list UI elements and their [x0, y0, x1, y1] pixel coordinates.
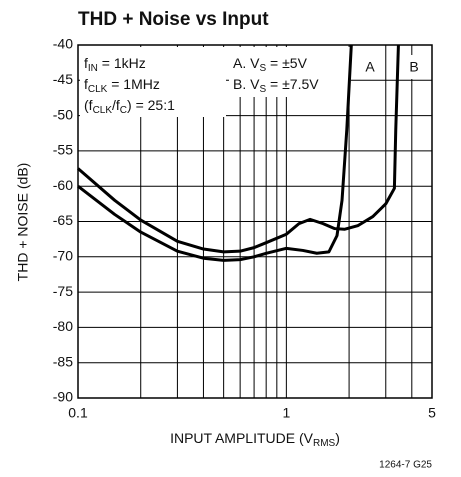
annotation-part: C — [120, 105, 127, 116]
annotation-part: S — [259, 63, 266, 74]
y-tick-label: -85 — [53, 353, 73, 369]
x-tick-label: 0.1 — [68, 405, 88, 421]
y-tick-label: -60 — [53, 177, 73, 193]
y-tick-label: -80 — [53, 318, 73, 334]
line — [77, 44, 400, 254]
y-axis-label: THD + NOISE (dB) — [15, 163, 31, 282]
x-axis-label-part: RMS — [313, 438, 336, 449]
annotation-box — [80, 47, 226, 117]
label-box — [359, 55, 381, 79]
annotation-part: = ±5V — [266, 55, 307, 71]
annotation-box — [229, 47, 351, 97]
annotation-part: = 1kHz — [98, 55, 146, 71]
annotation-part: (f — [84, 97, 93, 113]
plot-frame — [77, 44, 433, 399]
annotation-part: A. V — [233, 55, 260, 71]
annotation-part: /f — [112, 97, 120, 113]
annotation: fCLK = 1MHz — [84, 76, 160, 95]
y-tick-label: -50 — [53, 106, 73, 122]
y-tick-label: -40 — [53, 36, 73, 52]
annotation-part: IN — [88, 63, 98, 74]
annotation-part: f — [84, 55, 88, 71]
y-tick-label: -65 — [53, 212, 73, 228]
annotation-part: B. V — [233, 76, 260, 92]
x-axis-label: INPUT AMPLITUDE (VRMS) — [170, 430, 340, 449]
chart-title: THD + Noise vs Input — [78, 9, 269, 30]
y-tick-label: -90 — [53, 389, 73, 405]
line — [77, 44, 353, 262]
label-box — [403, 55, 425, 79]
y-tick-label: -75 — [53, 283, 73, 299]
annotation-part: = 1MHz — [107, 76, 160, 92]
annotation-part: = ±7.5V — [266, 76, 319, 92]
annotation: A. VS = ±5V — [233, 55, 308, 74]
annotation: fIN = 1kHz — [84, 55, 146, 74]
annotation-part: ) = 25:1 — [127, 97, 175, 113]
x-tick-label: 1 — [282, 405, 290, 421]
series-label: B — [409, 59, 418, 75]
footnote: 1264-7 G25 — [379, 460, 432, 471]
annotation-part: CLK — [93, 105, 113, 116]
x-axis-label-part: INPUT AMPLITUDE (V — [170, 430, 314, 446]
y-tick-label: -45 — [53, 71, 73, 87]
y-tick-label: -55 — [53, 142, 73, 158]
annotation-part: f — [84, 76, 88, 92]
y-tick-label: -70 — [53, 248, 73, 264]
annotation: B. VS = ±7.5V — [233, 76, 319, 95]
x-tick-label: 5 — [428, 405, 436, 421]
annotation: (fCLK/fC) = 25:1 — [84, 97, 175, 116]
annotation-part: CLK — [88, 84, 108, 95]
x-axis-label-part: ) — [335, 430, 340, 446]
series-label: A — [365, 59, 375, 75]
annotation-part: S — [259, 84, 266, 95]
